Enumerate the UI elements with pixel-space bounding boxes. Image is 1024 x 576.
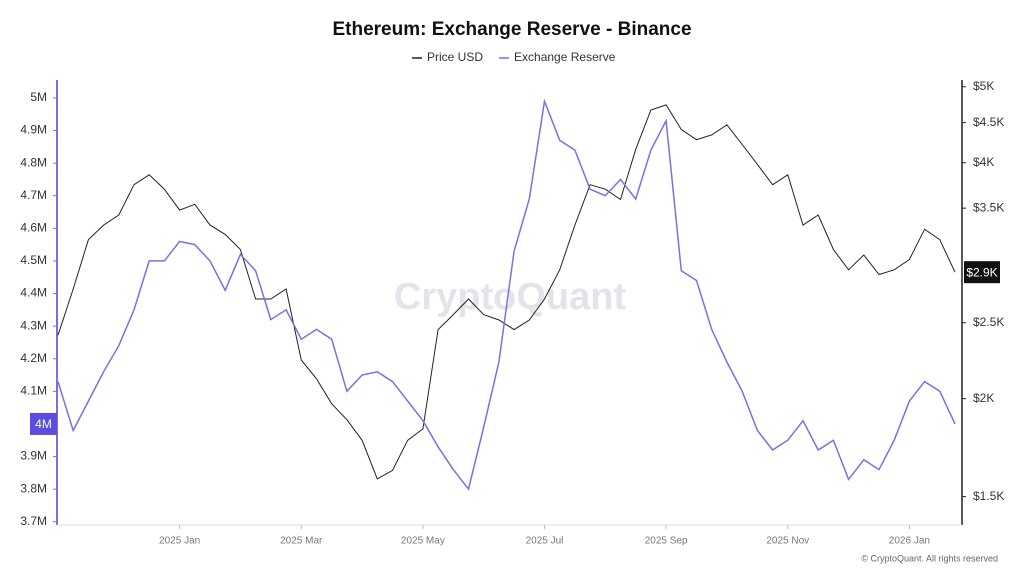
value-badge-label: 4M [35, 417, 52, 431]
value-badge-label: $2.9K [966, 265, 997, 279]
x-tick-label: 2025 Jan [159, 536, 200, 547]
y2-tick-label: $4K [973, 155, 994, 169]
y-tick-label: 5M [30, 90, 47, 104]
value-badge [964, 261, 1000, 284]
y-tick-label: 4.7M [20, 188, 47, 202]
y-tick-label: 4.9M [20, 123, 47, 137]
legend-label: Price USD [427, 50, 483, 64]
x-tick-label: 2025 Sep [645, 536, 688, 547]
value-badge [30, 412, 57, 435]
y-tick-label: 4.4M [20, 286, 47, 300]
legend-label: Exchange Reserve [514, 50, 616, 64]
series-line [57, 98, 956, 491]
x-tick-label: 2025 Mar [280, 536, 323, 547]
y2-tick-label: $4.5K [973, 115, 1004, 129]
footer: © CryptoQuant. All rights reserved [861, 553, 998, 563]
y2-tick-label: $1.5K [973, 489, 1004, 503]
y-tick-label: 4.1M [20, 384, 47, 398]
y-tick-label: 3.9M [20, 449, 47, 463]
chart-title: Ethereum: Exchange Reserve - Binance [332, 19, 691, 40]
y-tick-label: 4.3M [20, 318, 47, 332]
y2-tick-label: $3.5K [973, 200, 1004, 214]
series-line [57, 104, 956, 480]
y-tick-label: 3.7M [20, 514, 47, 528]
x-tick-label: 2025 Nov [766, 536, 809, 547]
y2-tick-label: $2.5K [973, 315, 1004, 329]
y-tick-label: 3.8M [20, 481, 47, 495]
y-tick-label: 4.8M [20, 155, 47, 169]
y-tick-label: 4.2M [20, 351, 47, 365]
x-tick-label: 2025 Jul [526, 536, 564, 547]
x-tick-label: 2026 Jan [889, 536, 930, 547]
legend: Price USD Exchange Reserve [412, 50, 616, 64]
y2-tick-label: $2K [973, 391, 994, 405]
x-tick-label: 2025 May [401, 536, 445, 547]
y-tick-label: 4.5M [20, 253, 47, 267]
y2-tick-label: $5K [973, 79, 994, 93]
y-tick-label: 4.6M [20, 221, 47, 235]
